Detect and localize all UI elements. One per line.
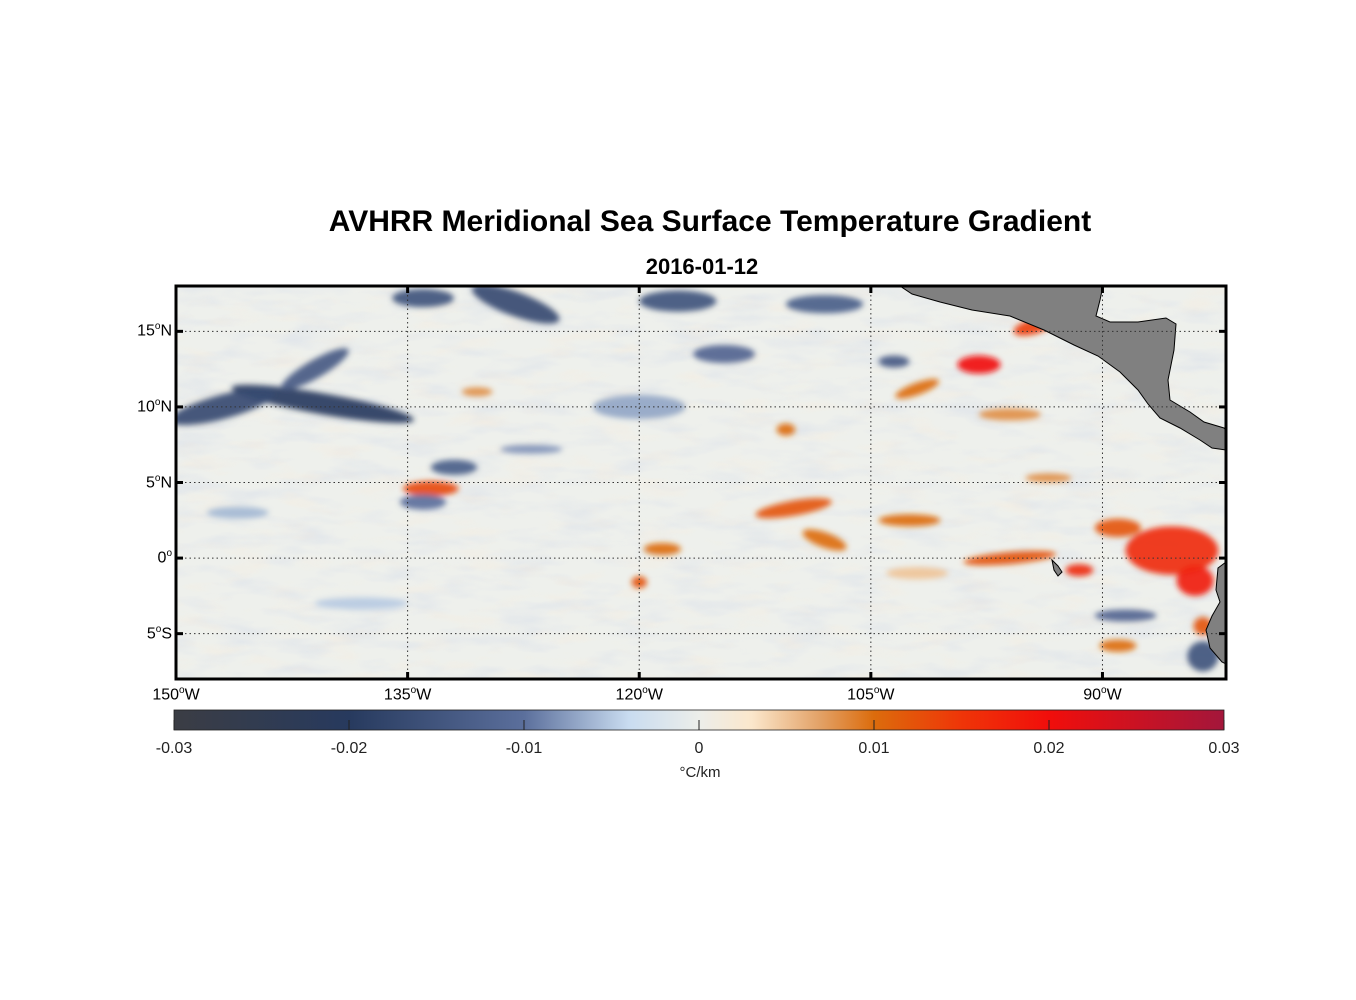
colorbar-unit-label: °C/km — [679, 764, 721, 781]
gradient-feature — [886, 567, 949, 580]
colorbar-tick-label: 0.01 — [858, 740, 890, 757]
gradient-feature — [399, 494, 447, 510]
gradient-feature — [500, 444, 563, 454]
gradient-feature — [802, 529, 847, 551]
gradient-feature — [592, 394, 686, 420]
latitude-label: 0o — [157, 548, 172, 567]
gradient-feature — [643, 542, 681, 556]
colorbar-tick-label: -0.01 — [505, 740, 543, 757]
gradient-feature — [693, 344, 756, 364]
latitude-label: 5oS — [146, 623, 172, 642]
land-mass — [899, 286, 1226, 665]
gradient-feature — [471, 286, 560, 324]
gradient-feature — [314, 597, 408, 610]
south-america-land — [1205, 561, 1226, 665]
longitude-label: 90oW — [1083, 685, 1122, 704]
gradient-feature — [1065, 564, 1094, 577]
gradient-feature — [1099, 639, 1137, 652]
longitude-label: 105oW — [847, 685, 895, 704]
gradient-feature — [231, 384, 414, 424]
colorbar-ticks — [173, 720, 1225, 730]
map-title: AVHRR Meridional Sea Surface Temperature… — [328, 205, 1092, 238]
gradient-feature — [895, 379, 940, 399]
gradient-feature — [776, 423, 796, 436]
map-frame — [174, 284, 1228, 681]
gradient-feature — [957, 355, 1001, 374]
central-america-land — [899, 286, 1226, 451]
gradient-feature — [785, 295, 864, 314]
gradient-feature — [1025, 473, 1072, 483]
latitude-label: 10oN — [137, 396, 172, 416]
colorbar-tick-label: -0.03 — [155, 740, 193, 757]
gradient-feature — [392, 289, 454, 308]
colorbar-tick-label: 0.03 — [1208, 740, 1240, 757]
gradient-feature — [1125, 526, 1219, 575]
colorbar-tick-label: 0 — [694, 740, 704, 757]
gradient-feature — [631, 576, 647, 589]
gradient-feature — [978, 408, 1041, 421]
gradient-features — [176, 286, 1219, 672]
gradient-feature — [1176, 565, 1214, 596]
latitude-label: 5oN — [145, 472, 172, 491]
gradient-feature — [639, 290, 717, 312]
map-subtitle-date: 2016-01-12 — [645, 254, 759, 279]
longitude-label: 120oW — [615, 685, 663, 704]
gradient-feature — [461, 387, 493, 397]
longitude-label: 135oW — [383, 685, 432, 704]
longitude-label: 150oW — [152, 685, 200, 704]
sst-gradient-field — [176, 286, 1226, 679]
colorbar-tick-label: -0.02 — [330, 740, 368, 757]
galapagos-island — [1051, 558, 1063, 577]
gradient-feature — [206, 506, 269, 519]
gradient-feature — [878, 514, 941, 527]
gradient-feature — [281, 348, 349, 390]
gradient-feature — [402, 480, 459, 497]
colorbar-tick-label: 0.02 — [1033, 740, 1065, 757]
gradient-feature — [878, 355, 910, 368]
gradient-feature — [1094, 518, 1142, 537]
latitude-label: 15oN — [137, 321, 172, 340]
gradient-feature — [755, 498, 832, 519]
gradient-feature — [1094, 609, 1157, 622]
colorbar — [173, 709, 1225, 731]
gradient-feature — [430, 459, 478, 475]
